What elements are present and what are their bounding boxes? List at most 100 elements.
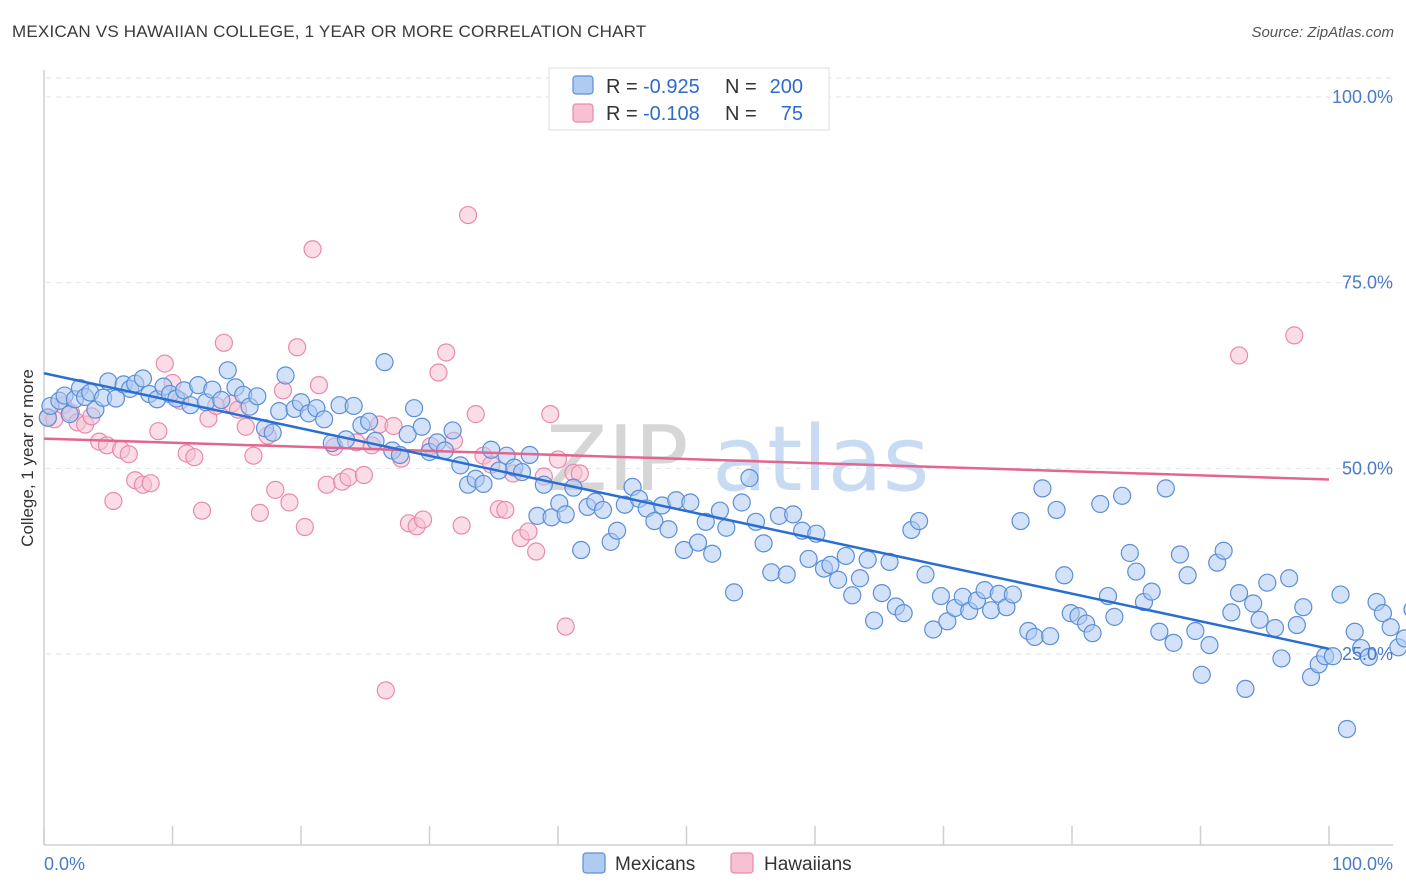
stats-r-label-mexicans: R = xyxy=(606,76,638,98)
mexicans-point xyxy=(412,417,431,436)
hawaiians-point xyxy=(155,354,174,373)
hawaiians-point xyxy=(119,445,138,464)
mexicans-point xyxy=(263,423,282,442)
hawaiians-point xyxy=(384,416,403,436)
mexicans-point xyxy=(1222,603,1241,622)
hawaiians-point xyxy=(1229,346,1249,365)
mexicans-point xyxy=(740,468,759,488)
hawaiians-point xyxy=(429,363,448,382)
mexicans-point xyxy=(1373,604,1393,623)
x-tick-label-max: 100.0% xyxy=(1332,854,1393,874)
stats-n-label-hawaiians: N = xyxy=(725,103,757,125)
mexicans-point xyxy=(398,425,417,444)
mexicans-point xyxy=(981,601,1001,620)
mexicans-point xyxy=(732,493,751,512)
mexicans-point xyxy=(451,456,470,475)
hawaiians-point xyxy=(280,493,299,512)
mexicans-point xyxy=(608,521,627,540)
stats-legend-box xyxy=(548,67,830,131)
mexicans-point xyxy=(1244,594,1263,613)
mexicans-point xyxy=(762,563,781,582)
mexicans-point xyxy=(1331,585,1350,604)
hawaiians-point xyxy=(339,468,358,487)
hawaiians-point xyxy=(466,405,485,424)
mexicans-point xyxy=(1395,629,1406,648)
mexicans-point xyxy=(1041,627,1060,646)
mexicans-point xyxy=(754,534,773,553)
hawaiians-point xyxy=(185,448,204,467)
mexicans-point xyxy=(474,474,493,494)
y-axis-title: College, 1 year or more xyxy=(18,369,37,547)
watermark: ZIP atlas xyxy=(546,407,930,512)
mexicans-point xyxy=(1178,566,1197,585)
mexicans-point xyxy=(1055,566,1074,585)
mexicans-point xyxy=(572,540,591,560)
mexicans-point xyxy=(1011,511,1030,531)
hawaiians-point xyxy=(309,376,329,395)
mexicans-point xyxy=(894,604,913,623)
mexicans-point xyxy=(938,612,957,631)
y-tick-label-75: 75.0% xyxy=(1342,273,1393,293)
mexicans-point xyxy=(1091,494,1110,514)
hawaiians-point xyxy=(458,205,478,225)
mexicans-point xyxy=(1083,624,1102,643)
watermark-atlas: atlas xyxy=(712,407,930,512)
mexicans-point xyxy=(1294,598,1313,617)
mexicans-point xyxy=(1120,543,1139,563)
mexicans-point xyxy=(916,565,935,584)
hawaiians-point xyxy=(288,338,307,357)
hawaiians-point xyxy=(236,417,255,436)
mexicans-point xyxy=(1250,610,1269,629)
mexicans-point xyxy=(315,410,334,429)
mexicans-point xyxy=(659,520,678,539)
mexicans-point xyxy=(1186,621,1205,641)
stats-n-value-hawaiians: 75 xyxy=(781,103,803,125)
hawaiians-point xyxy=(266,480,285,499)
mexicans-point xyxy=(858,550,877,569)
legend-label-hawaiians: Hawaiians xyxy=(764,854,852,875)
mexicans-point xyxy=(1287,615,1306,635)
mexicans-point xyxy=(1265,618,1285,638)
mexicans-point xyxy=(1323,647,1342,666)
mexicans-point xyxy=(1150,622,1169,641)
mexicans-point xyxy=(133,369,153,388)
mexicans-point xyxy=(1033,479,1052,498)
mexicans-point xyxy=(1272,649,1291,668)
mexicans-point xyxy=(344,396,363,416)
mexicans-point xyxy=(1337,719,1357,739)
stats-r-value-hawaiians: -0.108 xyxy=(643,103,700,125)
hawaiians-point xyxy=(192,501,212,520)
hawaiians-point xyxy=(413,510,433,529)
mexicans-point xyxy=(850,569,870,588)
hawaiians-point xyxy=(303,240,322,259)
mexicans-point xyxy=(482,440,501,459)
mexicans-point xyxy=(1170,545,1190,564)
mexicans-point xyxy=(696,512,715,531)
hawaiians-point xyxy=(295,517,314,537)
legend-label-mexicans: Mexicans xyxy=(615,854,695,875)
mexicans-point xyxy=(909,511,929,531)
mexicans-point xyxy=(799,549,818,569)
mexicans-point xyxy=(724,583,744,602)
stats-legend-swatch-hawaiians xyxy=(572,103,594,123)
y-tick-label-100: 100.0% xyxy=(1332,87,1393,107)
hawaiians-point xyxy=(1285,326,1304,345)
hawaiians-trend-line xyxy=(43,437,1330,481)
mexicans-point xyxy=(1003,585,1022,604)
mexicans-point xyxy=(821,555,840,574)
hawaiians-point xyxy=(376,681,395,700)
x-axis-ticks xyxy=(43,826,1330,845)
hawaiians-point xyxy=(149,422,168,441)
mexicans-point xyxy=(1200,635,1219,655)
mexicans-point xyxy=(924,620,943,639)
hawaiians-point xyxy=(104,491,123,511)
mexicans-trend-line xyxy=(43,372,1330,651)
mexicans-points xyxy=(38,353,1406,739)
mexicans-point xyxy=(1113,486,1132,505)
mexicans-point xyxy=(106,389,126,408)
mexicans-point xyxy=(1258,573,1277,592)
mexicans-point xyxy=(1025,627,1044,647)
hawaiians-point xyxy=(452,516,471,535)
mexicans-point xyxy=(212,390,231,410)
hawaiians-point xyxy=(496,500,515,520)
